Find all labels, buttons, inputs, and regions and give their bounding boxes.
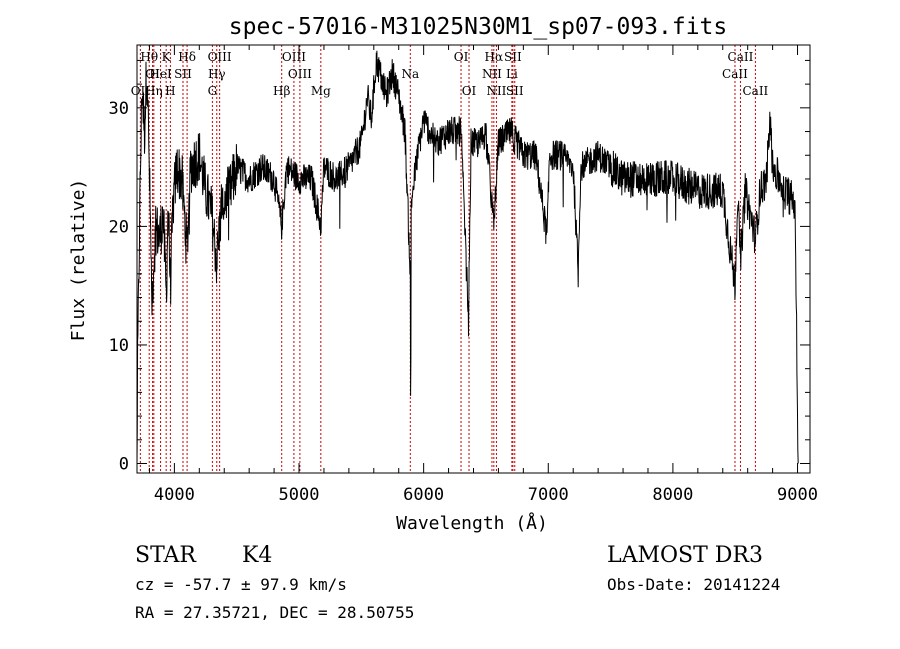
line-label: OIII [282, 50, 306, 64]
y-tick-label: 10 [109, 336, 129, 356]
line-label: SII [506, 84, 524, 98]
line-label: HeI [149, 67, 172, 81]
line-label: Hθ [140, 50, 158, 64]
y-tick-label: 30 [109, 99, 129, 119]
line-label: CaII [728, 50, 754, 64]
line-label: NII [482, 67, 502, 81]
class-label: STAR [135, 543, 197, 568]
y-axis-label: Flux (relative) [68, 179, 89, 342]
line-label: Hδ [178, 50, 196, 64]
line-label: Mg [311, 84, 331, 98]
line-label: Na [401, 67, 419, 81]
spectrum-line [137, 50, 799, 464]
chart-title: spec-57016-M31025N30M1_sp07-093.fits [229, 14, 728, 40]
spectral-line-markers [139, 45, 756, 473]
y-tick-label: 0 [119, 455, 129, 475]
line-label: G [208, 84, 218, 98]
x-tick-label: 6000 [403, 485, 444, 505]
line-label: K [162, 50, 172, 64]
line-label: Hγ [208, 67, 226, 81]
line-label: Hβ [273, 84, 290, 98]
spectrum-info: STAR K4 LAMOST DR3 cz = -57.7 ± 97.9 km/… [135, 543, 780, 622]
survey-label: LAMOST DR3 [607, 543, 763, 568]
line-label: H [165, 84, 175, 98]
line-label: OIII [288, 67, 312, 81]
line-label: Li [506, 67, 518, 81]
subclass-label: K4 [242, 543, 272, 568]
y-axis-ticks: 0 10 20 30 [109, 59, 810, 475]
x-axis-ticks: 4000 5000 6000 7000 8000 9000 [148, 45, 818, 505]
line-label: CaII [742, 84, 768, 98]
x-axis-label: Wavelength (Å) [396, 512, 548, 534]
line-label: SII [174, 67, 192, 81]
line-label: Hα [485, 50, 504, 64]
redshift-label: cz = -57.7 ± 97.9 km/s [135, 575, 347, 594]
x-tick-label: 8000 [652, 485, 693, 505]
x-tick-label: 5000 [279, 485, 320, 505]
line-label: NII [486, 84, 506, 98]
y-tick-label: 20 [109, 217, 129, 237]
coordinates-label: RA = 27.35721, DEC = 28.50755 [135, 603, 414, 622]
plot-frame [136, 44, 811, 474]
line-label: SII [504, 50, 522, 64]
line-label: OI [454, 50, 469, 64]
x-tick-label: 4000 [154, 485, 195, 505]
line-label: CaII [722, 67, 748, 81]
x-tick-label: 7000 [528, 485, 569, 505]
line-label: OI [145, 67, 160, 81]
obs-date-label: Obs-Date: 20141224 [607, 575, 780, 594]
x-tick-label: 9000 [777, 485, 818, 505]
line-label: Hη [145, 84, 163, 98]
line-label: OI [462, 84, 477, 98]
line-label: OIII [208, 50, 232, 64]
